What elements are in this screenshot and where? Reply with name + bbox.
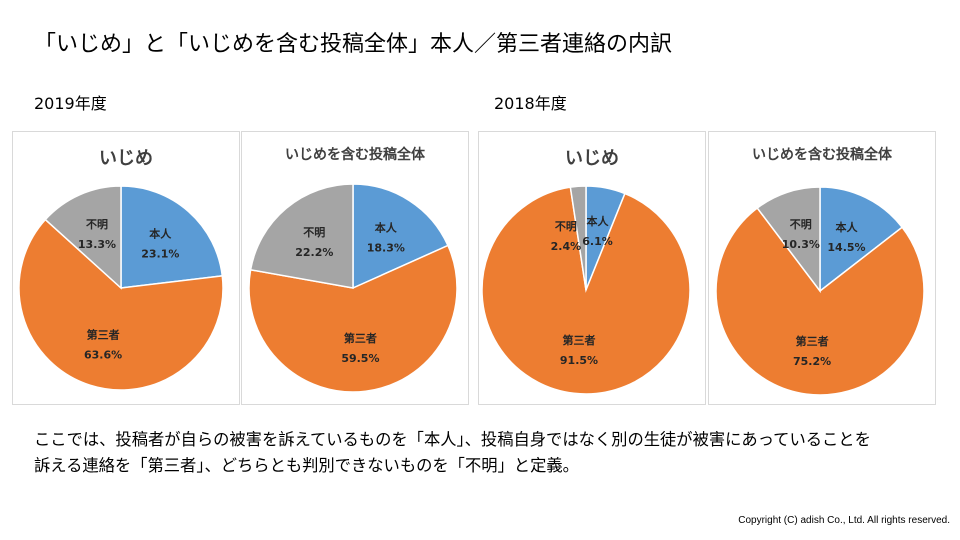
slice-category-label: 本人 — [375, 220, 398, 234]
chart-title: いじめを含む投稿全体 — [752, 147, 892, 163]
chart-title: いじめ — [565, 148, 619, 169]
slice-category-label: 本人 — [587, 214, 610, 228]
description: ここでは、投稿者が自らの被害を訴えているものを「本人」、投稿自身ではなく別の生徒… — [34, 427, 934, 479]
slice-category-label: 本人 — [149, 227, 172, 241]
pie-chart: 本人 18.3% 第三者 59.5% 不明 22.2% — [248, 183, 458, 393]
slice-category-label: 第三者 — [344, 331, 377, 345]
pie-slice-unknown — [249, 183, 354, 289]
slice-value-label: 13.3% — [78, 238, 116, 251]
pie-slice-third-party — [715, 206, 925, 396]
pie-slice-unknown — [44, 185, 122, 290]
pie-slice-third-party — [481, 186, 691, 395]
slice-value-label: 22.2% — [295, 246, 333, 259]
chart-title: いじめを含む投稿全体 — [285, 147, 425, 163]
chart-title: いじめ — [99, 148, 153, 169]
pie-chart: 本人 6.1% 第三者 91.5% 不明 2.4% — [481, 185, 691, 395]
pie-chart: 本人 14.5% 第三者 75.2% 不明 10.3% — [715, 186, 925, 396]
slice-value-label: 59.5% — [341, 352, 379, 365]
pie-slice-unknown — [569, 185, 587, 291]
year-label-2019: 2019年度 — [34, 94, 107, 113]
pie-slice-self — [819, 186, 904, 293]
year-label-2018: 2018年度 — [494, 94, 567, 113]
page-title: 「いじめ」と「いじめを含む投稿全体」本人／第三者連絡の内訳 — [34, 32, 673, 57]
slice-category-label: 不明 — [303, 226, 325, 239]
pie-slice-third-party — [248, 244, 458, 393]
slice-category-label: 第三者 — [796, 334, 829, 348]
chart-panel-2018-bullying: いじめ 本人 6.1% 第三者 91.5% 不明 2.4% — [478, 131, 706, 405]
slice-value-label: 75.2% — [793, 355, 831, 368]
slice-value-label: 14.5% — [827, 241, 865, 254]
slice-category-label: 本人 — [836, 220, 859, 234]
slice-value-label: 10.3% — [782, 238, 820, 251]
slice-value-label: 6.1% — [582, 235, 613, 248]
slice-value-label: 23.1% — [141, 248, 179, 261]
copyright: Copyright (C) adish Co., Ltd. All rights… — [738, 515, 950, 526]
pie-slice-self — [352, 183, 449, 290]
slice-category-label: 第三者 — [563, 333, 596, 347]
chart-panel-2019-all-posts: いじめを含む投稿全体 本人 18.3% 第三者 59.5% 不明 22.2% — [241, 131, 469, 405]
slice-value-label: 63.6% — [84, 348, 122, 361]
pie-slice-self — [120, 185, 224, 289]
pie-slice-third-party — [18, 218, 224, 391]
slice-category-label: 不明 — [555, 220, 577, 233]
pie-chart: 本人 23.1% 第三者 63.6% 不明 13.3% — [18, 185, 224, 391]
description-line: 訴える連絡を「第三者」、どちらとも判別できないものを「不明」と定義。 — [34, 456, 579, 475]
slice-value-label: 18.3% — [367, 241, 405, 254]
pie-slice-unknown — [756, 186, 821, 294]
slice-value-label: 2.4% — [551, 240, 582, 253]
chart-panel-2018-all-posts: いじめを含む投稿全体 本人 14.5% 第三者 75.2% 不明 10.3% — [708, 131, 936, 405]
slice-category-label: 第三者 — [87, 327, 120, 341]
slice-category-label: 不明 — [790, 218, 812, 231]
chart-panel-2019-bullying: いじめ 本人 23.1% 第三者 63.6% 不明 13.3% — [12, 131, 240, 405]
slice-value-label: 91.5% — [560, 354, 598, 367]
slice-category-label: 不明 — [86, 218, 108, 231]
description-line: ここでは、投稿者が自らの被害を訴えているものを「本人」、投稿自身ではなく別の生徒… — [34, 430, 871, 449]
